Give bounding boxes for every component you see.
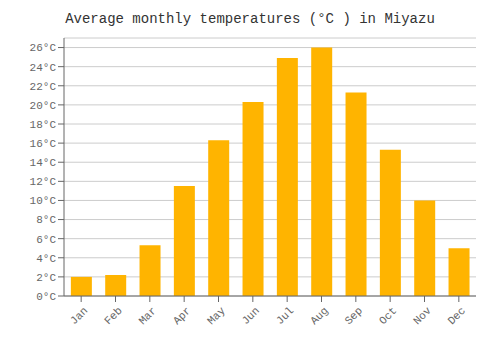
svg-text:16°C: 16°C xyxy=(30,138,57,150)
svg-text:Aug: Aug xyxy=(308,305,330,327)
html-text:Average monthly temperatures (: Average monthly temperatures (°C ) in Mi… xyxy=(65,11,435,27)
svg-text:Dec: Dec xyxy=(446,305,468,327)
svg-text:Jun: Jun xyxy=(240,305,262,327)
svg-text:0°C: 0°C xyxy=(36,291,56,303)
svg-text:10°C: 10°C xyxy=(30,195,57,207)
svg-text:Feb: Feb xyxy=(102,305,124,327)
svg-text:22°C: 22°C xyxy=(30,81,57,93)
svg-text:May: May xyxy=(205,304,228,327)
svg-text:Sep: Sep xyxy=(343,305,365,327)
svg-text:26°C: 26°C xyxy=(30,42,57,54)
svg-text:Jul: Jul xyxy=(274,305,296,327)
svg-text:Mar: Mar xyxy=(137,305,159,327)
svg-text:20°C: 20°C xyxy=(30,100,57,112)
svg-text:Jan: Jan xyxy=(68,305,90,327)
svg-text:Nov: Nov xyxy=(411,304,434,327)
svg-text:2°C: 2°C xyxy=(36,272,56,284)
svg-text:18°C: 18°C xyxy=(30,119,57,131)
svg-text:12°C: 12°C xyxy=(30,176,57,188)
svg-text:Apr: Apr xyxy=(171,305,193,327)
svg-text:6°C: 6°C xyxy=(36,234,56,246)
svg-text:14°C: 14°C xyxy=(30,157,57,169)
svg-text:8°C: 8°C xyxy=(36,214,56,226)
svg-text:4°C: 4°C xyxy=(36,253,56,265)
svg-text:24°C: 24°C xyxy=(30,62,57,74)
svg-text:Oct: Oct xyxy=(377,305,399,327)
